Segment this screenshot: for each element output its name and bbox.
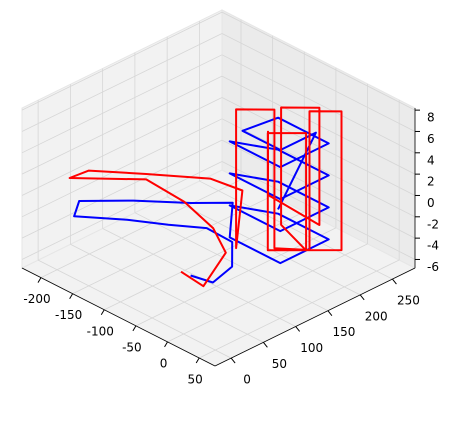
x-tick-label: -150: [55, 308, 82, 322]
x-tick: [100, 309, 105, 316]
axis-line: [21, 267, 216, 367]
y-tick-label: 50: [272, 357, 287, 371]
grid-line: [104, 211, 305, 311]
z-tick-label: 2: [427, 175, 435, 189]
axis-line: [214, 267, 416, 367]
grid-line: [21, 75, 223, 175]
x-tick-label: -50: [122, 340, 142, 354]
z-tick-label: 4: [427, 153, 435, 167]
x-tick: [164, 341, 168, 348]
grid-line: [166, 196, 361, 296]
grid-line: [221, 33, 416, 132]
z-tick-label: 0: [427, 196, 435, 210]
grid-line: [199, 259, 400, 359]
grid-line: [70, 243, 264, 343]
grid-line: [221, 11, 416, 111]
y-tick: [392, 278, 397, 285]
x-tick-label: 0: [160, 356, 168, 370]
z-tick-label: -6: [427, 260, 439, 274]
grid-line: [21, 97, 223, 196]
y-tick-label: 250: [397, 294, 420, 308]
y-tick: [230, 357, 236, 364]
y-tick: [359, 294, 365, 301]
grid-line: [21, 54, 223, 154]
x-tick: [195, 357, 200, 364]
grid-line: [21, 33, 223, 132]
grid-line: [221, 54, 416, 154]
y-tick-label: 0: [243, 373, 251, 387]
x-tick-label: 50: [188, 372, 203, 386]
grid-line: [21, 118, 223, 218]
y-tick: [295, 326, 301, 332]
z-tick-label: 6: [427, 132, 435, 146]
grid-line: [167, 243, 368, 343]
y-tick-label: 200: [365, 309, 388, 323]
grid-line: [37, 259, 232, 359]
z-tick-label: 8: [427, 111, 435, 125]
grid-line: [40, 179, 242, 278]
y-tick-label: 100: [300, 341, 323, 355]
z-tick-label: -2: [427, 217, 439, 231]
x-tick: [37, 277, 42, 283]
x-tick: [69, 293, 74, 299]
grid-line: [199, 180, 393, 280]
x-tick: [132, 325, 137, 332]
z-tick-label: -4: [427, 239, 439, 253]
x-tick-label: -100: [87, 324, 114, 338]
series-line: [73, 116, 330, 284]
series-line: [68, 106, 343, 288]
y-tick-label: 150: [332, 325, 355, 339]
y-tick: [262, 341, 268, 348]
grid-line: [135, 227, 337, 327]
x-tick-label: -200: [23, 292, 50, 306]
grid-line: [21, 11, 223, 111]
grid-line: [21, 139, 223, 239]
y-tick: [327, 310, 333, 316]
